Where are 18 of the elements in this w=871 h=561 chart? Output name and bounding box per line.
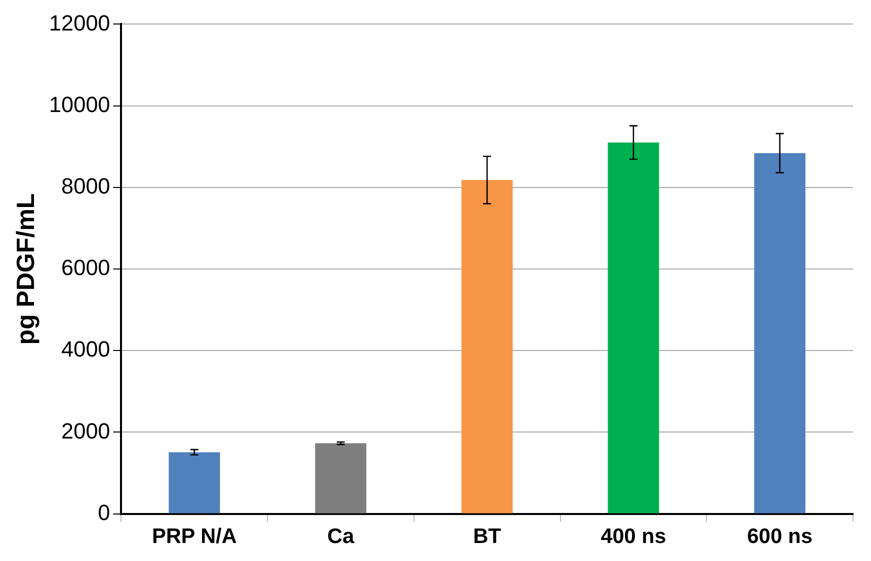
x-tick-label: PRP N/A: [152, 525, 237, 548]
bar: [461, 180, 513, 514]
x-tick-label: Ca: [327, 525, 354, 548]
y-tick-label: 2000: [61, 418, 110, 444]
x-tick-label: BT: [473, 525, 502, 548]
bar: [168, 452, 220, 514]
y-tick-label: 10000: [48, 92, 110, 117]
y-tick-label: 12000: [48, 10, 110, 36]
y-axis-title: pg PDGF/mL: [12, 193, 40, 345]
bar: [608, 142, 660, 514]
y-tick-label: 4000: [61, 336, 110, 362]
bar: [315, 443, 366, 514]
x-tick-label: 400 ns: [600, 525, 666, 548]
y-tick-label: 8000: [61, 173, 110, 198]
y-tick-label: 0: [98, 500, 110, 525]
y-tick-label: 6000: [61, 255, 110, 280]
x-tick-label: 600 ns: [747, 525, 813, 548]
bar: [754, 153, 806, 514]
